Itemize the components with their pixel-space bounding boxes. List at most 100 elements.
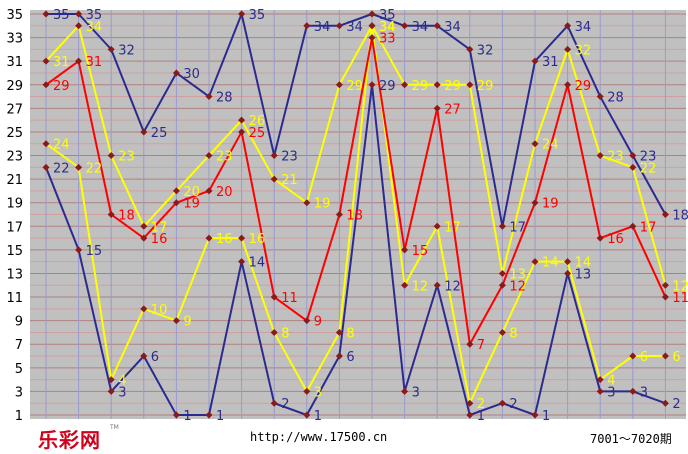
data-label: 12	[444, 279, 461, 294]
data-point	[238, 258, 246, 266]
data-point	[433, 104, 441, 112]
data-label: 24	[542, 138, 559, 153]
data-label: 35	[53, 8, 70, 23]
data-label: 35	[86, 8, 103, 23]
site-logo: 乐彩网	[38, 428, 101, 452]
data-point	[107, 376, 115, 384]
y-tick-label: 29	[6, 79, 23, 94]
data-label: 8	[281, 326, 289, 341]
data-point	[596, 376, 604, 384]
data-label: 9	[183, 315, 191, 330]
data-label: 12	[509, 279, 526, 294]
data-label: 8	[346, 326, 354, 341]
series-markers	[42, 10, 669, 419]
data-point	[205, 187, 213, 195]
data-label: 19	[314, 197, 331, 212]
data-label: 24	[53, 138, 70, 153]
data-label: 35	[249, 8, 266, 23]
data-point	[172, 411, 180, 419]
data-label: 1	[477, 409, 485, 424]
data-label: 17	[509, 220, 526, 235]
data-label: 29	[412, 79, 429, 94]
data-point	[172, 69, 180, 77]
data-label: 34	[346, 20, 363, 35]
data-label: 29	[379, 79, 396, 94]
y-tick-label: 31	[6, 55, 23, 70]
data-point	[466, 411, 474, 419]
y-tick-label: 3	[15, 385, 23, 400]
data-point	[42, 81, 50, 89]
data-label: 34	[379, 20, 396, 35]
data-label: 31	[53, 55, 70, 70]
data-point	[172, 199, 180, 207]
data-label: 33	[379, 32, 396, 47]
data-point	[107, 211, 115, 218]
data-label: 11	[672, 291, 688, 306]
y-tick-label: 9	[15, 315, 23, 330]
site-url: http://www.17500.cn	[250, 430, 388, 444]
data-point	[205, 93, 213, 101]
data-point	[433, 22, 441, 30]
data-point	[466, 81, 474, 89]
data-point	[335, 352, 343, 360]
data-point	[564, 45, 572, 53]
data-label: 17	[151, 220, 168, 235]
data-label: 6	[672, 350, 680, 365]
data-point	[629, 222, 637, 230]
data-point	[629, 352, 637, 360]
data-label: 27	[444, 102, 461, 117]
data-point	[401, 22, 409, 30]
data-point	[238, 128, 246, 136]
data-point	[335, 81, 343, 89]
data-point	[368, 10, 376, 18]
y-tick-label: 19	[6, 197, 23, 212]
data-label: 3	[607, 385, 615, 400]
data-point	[140, 352, 148, 360]
data-point	[140, 128, 148, 136]
data-label: 9	[314, 315, 322, 330]
data-point	[303, 411, 311, 419]
data-point	[661, 399, 669, 407]
data-label: 21	[281, 173, 298, 188]
data-label: 18	[672, 209, 688, 224]
data-label: 29	[575, 79, 592, 94]
data-label: 34	[575, 20, 592, 35]
data-label: 31	[542, 55, 559, 70]
data-point	[238, 116, 246, 124]
data-label: 20	[183, 185, 200, 200]
y-tick-label: 27	[6, 102, 23, 117]
data-point	[107, 45, 115, 53]
data-point	[596, 387, 604, 395]
data-label: 16	[607, 232, 624, 247]
data-label: 17	[640, 220, 657, 235]
data-point	[401, 281, 409, 289]
data-label: 3	[412, 385, 420, 400]
data-label: 35	[379, 8, 396, 23]
data-label: 19	[183, 197, 200, 212]
data-point	[401, 387, 409, 395]
data-label: 15	[86, 244, 103, 259]
data-point	[42, 10, 50, 18]
y-tick-label: 17	[6, 220, 23, 235]
data-label: 15	[412, 244, 429, 259]
data-point	[531, 199, 539, 207]
data-label: 34	[379, 20, 396, 35]
data-point	[498, 328, 506, 336]
logo-trademark: TM	[110, 424, 119, 431]
data-label: 28	[607, 91, 624, 106]
data-point	[303, 387, 311, 395]
data-point	[433, 222, 441, 230]
data-label: 10	[151, 303, 168, 318]
y-tick-label: 25	[6, 126, 23, 141]
data-point	[531, 258, 539, 266]
data-point	[368, 34, 376, 42]
data-label: 22	[640, 161, 657, 176]
data-label: 34	[314, 20, 331, 35]
data-point	[205, 234, 213, 242]
data-label: 1	[216, 409, 224, 424]
data-label: 31	[86, 55, 103, 70]
data-point	[368, 81, 376, 89]
data-point	[466, 45, 474, 53]
data-label: 22	[86, 161, 103, 176]
data-point	[238, 234, 246, 242]
